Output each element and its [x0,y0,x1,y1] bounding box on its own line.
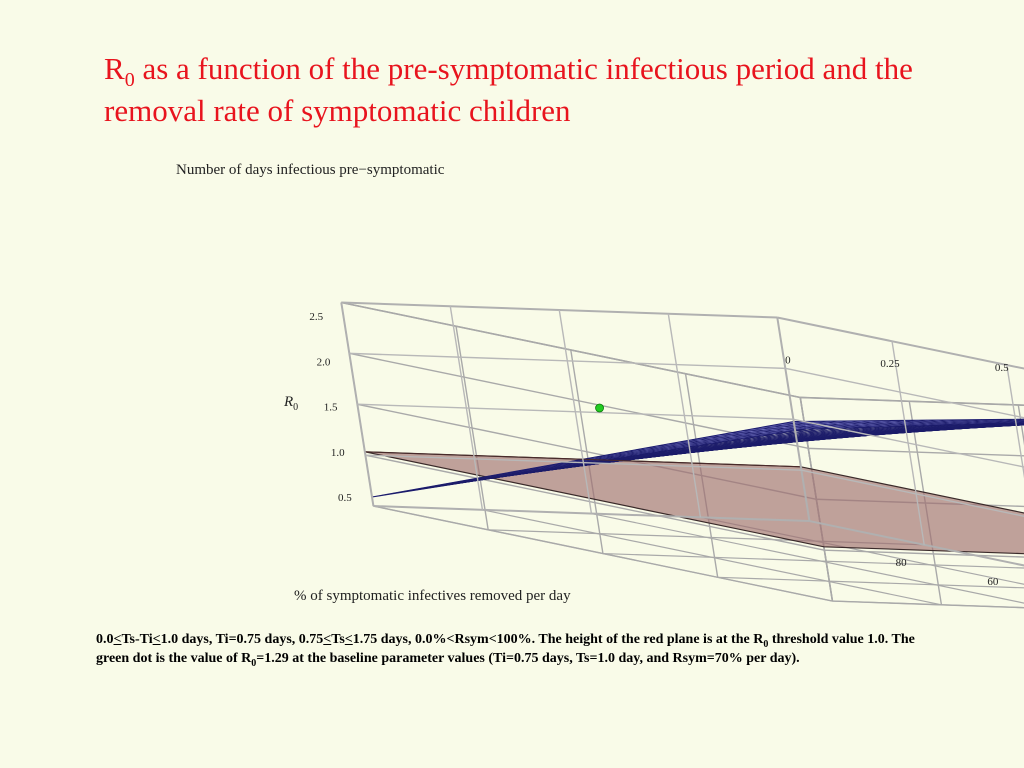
grid-line [793,418,1024,468]
mesh-line [729,424,1024,442]
grid-line [717,576,1024,589]
z-tick-label: 0.5 [338,492,352,504]
mesh-line [761,424,1024,437]
box-edge [809,520,1024,567]
box-edge [340,302,375,507]
x-tick-label: 0.5 [995,362,1009,374]
mesh-line [751,424,1024,438]
x-tick-label: 0 [785,354,791,366]
x-tick-label: 0.25 [880,358,900,370]
grid-line [357,403,794,420]
box-front-edges [340,301,1024,567]
mesh-line [794,423,1024,432]
grid-line [824,549,1024,558]
y-tick-label: 60 [987,576,999,588]
mesh-line [740,424,1024,440]
mesh-line [783,419,1024,424]
mesh-line [718,424,1024,443]
grid-line [349,352,786,370]
grid-line [341,301,801,399]
mesh-line [783,423,1024,433]
grid-line [832,600,1024,609]
mesh-line [751,422,1024,430]
z-tick-label: 2.5 [309,311,323,323]
slide-title: R0 as a function of the pre-symptomatic … [104,51,913,128]
grid-line [667,313,702,518]
grid-line [602,552,1024,569]
grid-line [808,447,1024,457]
mesh-line [772,424,1024,435]
y-tick-label: 80 [896,557,908,569]
mesh-line [805,422,1024,430]
z-tick-label: 2.0 [317,356,331,368]
grid-line [832,600,1024,609]
z-axis-label: R0 [283,394,298,413]
mesh-line [707,424,1024,445]
z-tick-label: 1.5 [324,402,338,414]
mesh-line [772,420,1024,426]
axis-ticks: 0.51.01.52.02.500.250.50.751.020406080 [309,311,1009,588]
grid-line [800,396,1024,406]
grid-line [801,469,1024,517]
grid-line [785,367,1024,419]
caption: 0.0<Ts-Ti<1.0 days, Ti=0.75 days, 0.75<T… [96,632,915,669]
z-tick-label: 1.0 [331,447,345,459]
y-axis-label: % of symptomatic infectives removed per … [294,588,571,604]
x-axis-label: Number of days infectious pre−symptomati… [176,162,445,178]
mesh-line [762,421,1024,428]
baseline-point [595,403,604,413]
